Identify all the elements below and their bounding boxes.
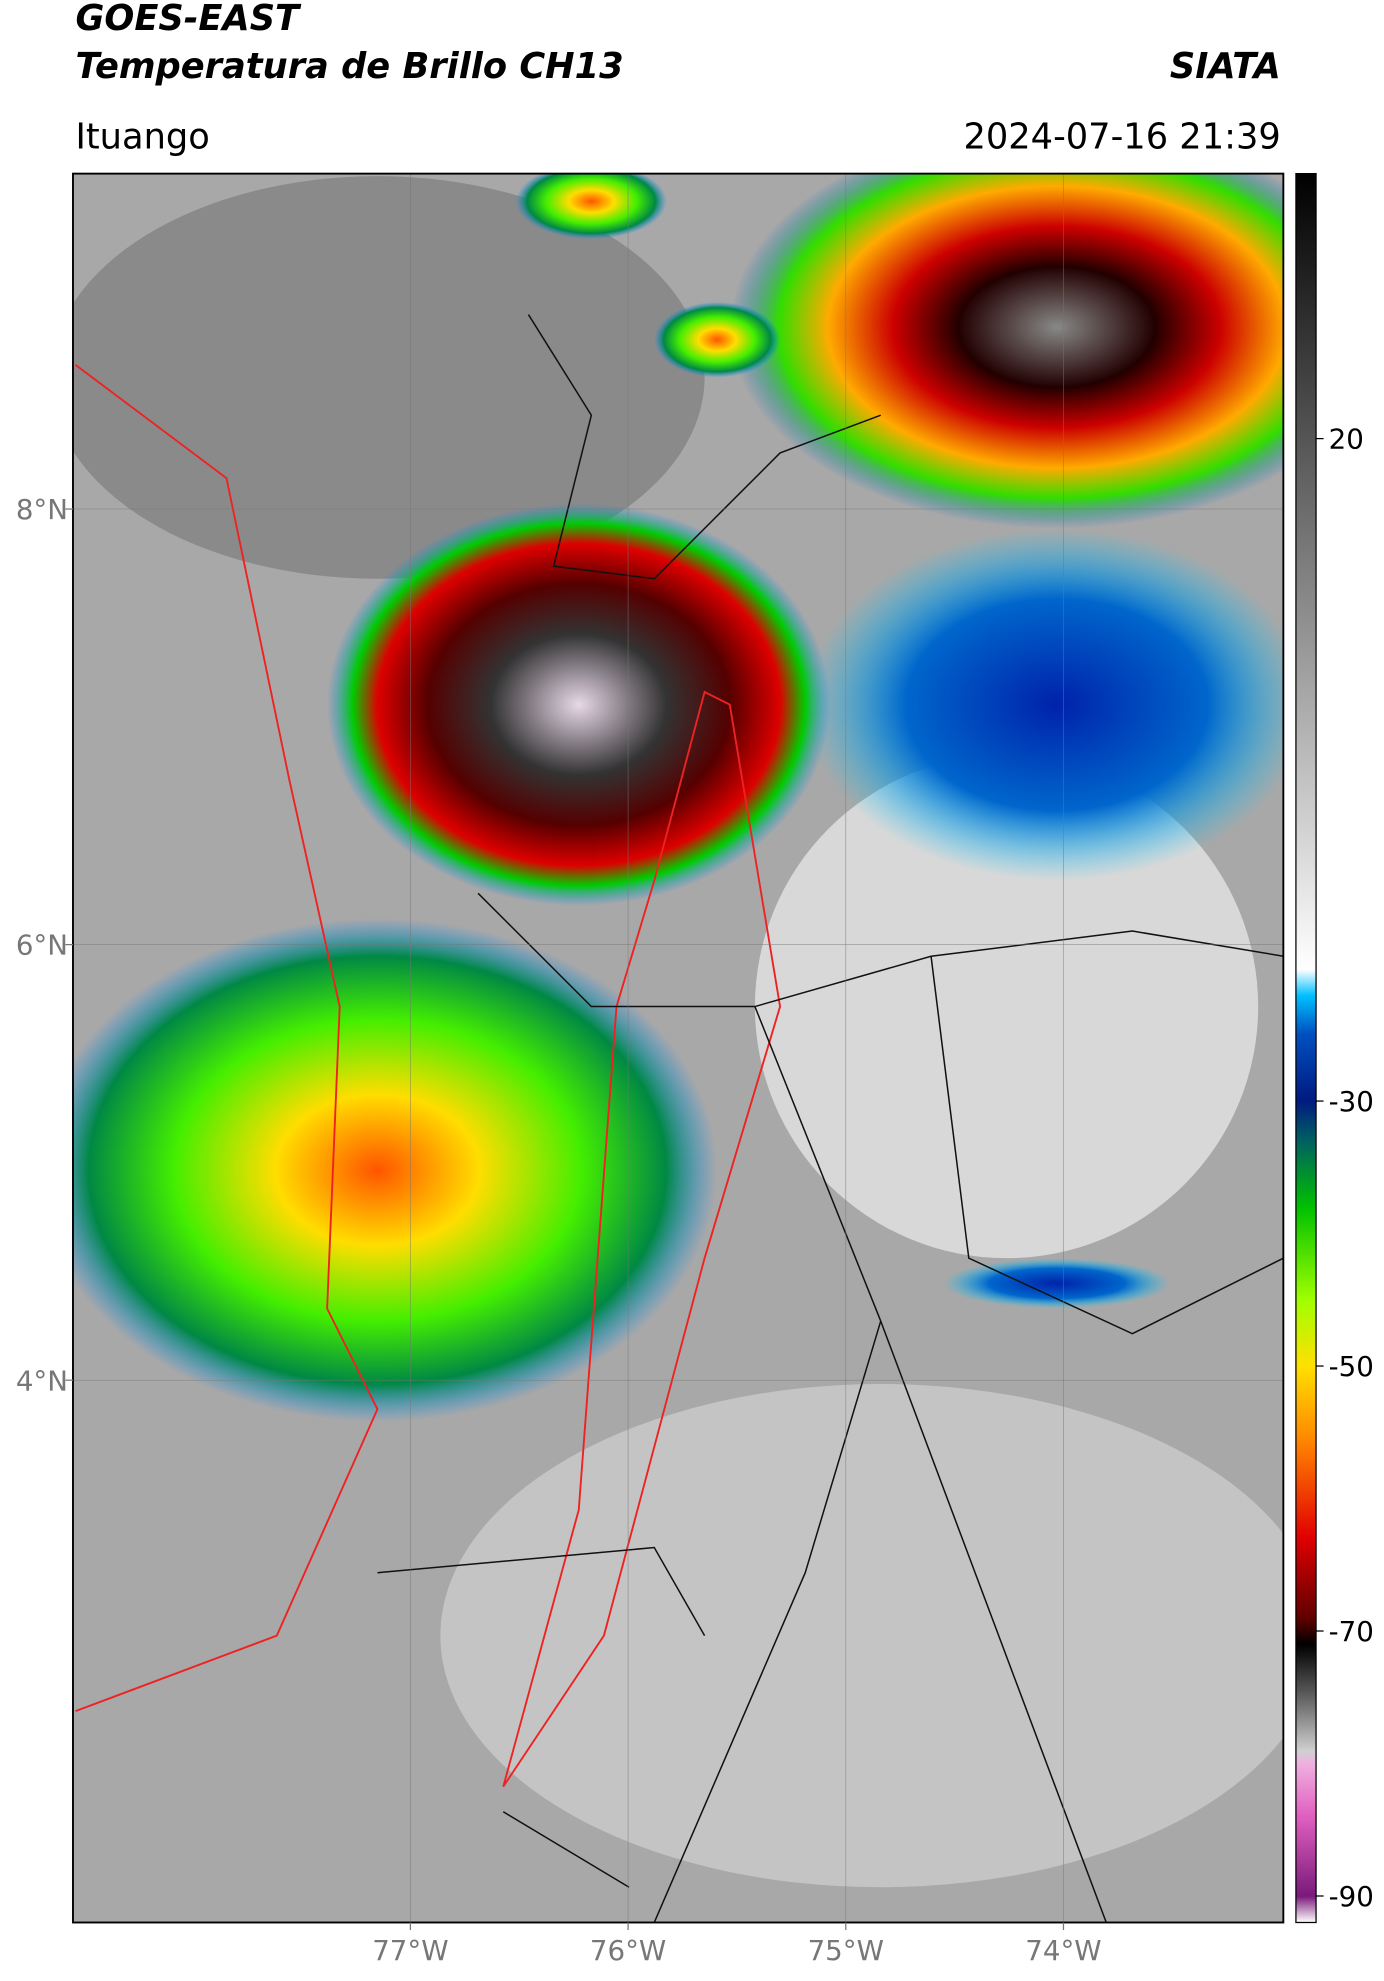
- location: Ituango: [75, 116, 209, 157]
- x-tick-label: 77°W: [372, 1934, 448, 1967]
- colorbar: [1295, 172, 1317, 1924]
- datetime: 2024-07-16 21:39: [963, 116, 1280, 157]
- y-tick-label: 4°N: [16, 1364, 68, 1397]
- colorbar-tick-label: -30: [1329, 1085, 1374, 1118]
- colorbar-tick-label: 20: [1329, 423, 1364, 456]
- colorbar-tick-label: -70: [1329, 1615, 1374, 1648]
- colorbar-tick-label: -50: [1329, 1350, 1374, 1383]
- map-frame: [72, 172, 1285, 1924]
- satellite-image: [72, 173, 1284, 1923]
- source: SIATA: [1170, 46, 1281, 87]
- x-tick-label: 75°W: [808, 1934, 884, 1967]
- grid: [72, 173, 1284, 1923]
- title: GOES-EAST: [75, 0, 302, 39]
- title: Temperatura de Brillo CH13: [75, 46, 623, 87]
- y-tick-label: 8°N: [16, 493, 68, 526]
- colorbar-tick-label: -90: [1329, 1880, 1374, 1913]
- y-tick-label: 6°N: [16, 929, 68, 962]
- x-tick-label: 76°W: [590, 1934, 666, 1967]
- x-tick-label: 74°W: [1025, 1934, 1101, 1967]
